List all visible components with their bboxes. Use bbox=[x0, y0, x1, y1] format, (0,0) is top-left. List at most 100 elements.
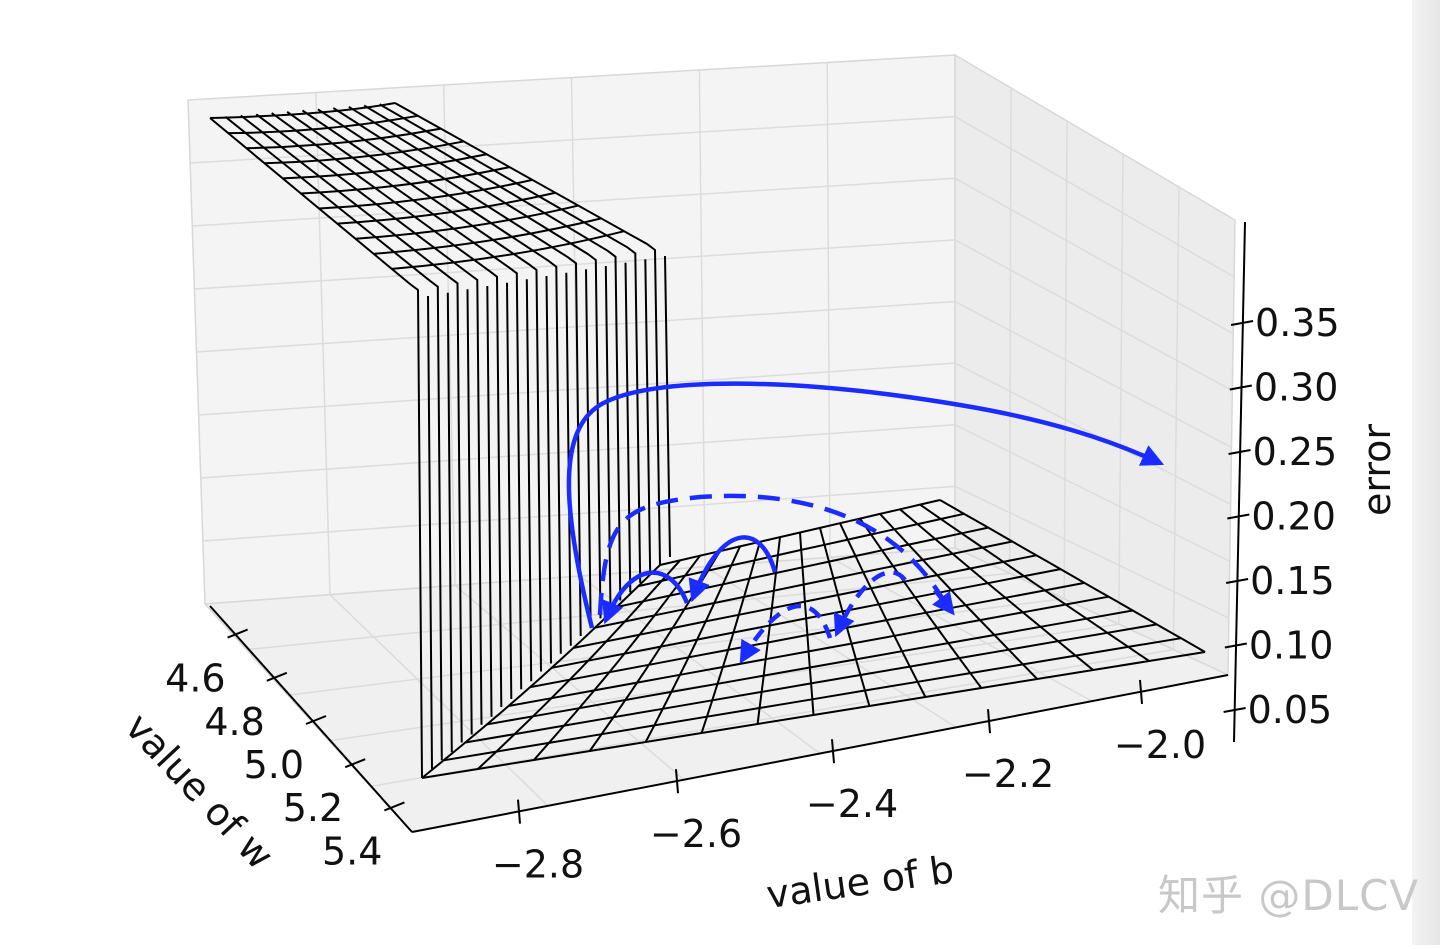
z-tick bbox=[1230, 320, 1254, 326]
x-tick bbox=[1139, 679, 1143, 705]
surface-grid-line bbox=[355, 204, 579, 240]
z-tick-label: 0.35 bbox=[1255, 301, 1340, 345]
surface-curtain bbox=[224, 116, 443, 761]
surface-grid-line bbox=[879, 513, 1038, 680]
grid-line bbox=[954, 177, 1234, 335]
x-tick-label: −2.2 bbox=[962, 752, 1054, 796]
grid-line bbox=[954, 485, 1230, 619]
z-tick-label: 0.30 bbox=[1254, 366, 1339, 410]
surface-curtain bbox=[240, 114, 463, 743]
x-tick bbox=[831, 739, 835, 764]
y-tick bbox=[384, 801, 405, 812]
surface-grid-line bbox=[616, 526, 989, 608]
y-tick bbox=[266, 671, 288, 682]
grid-line bbox=[194, 239, 956, 290]
dashed-trajectory-end bbox=[932, 588, 955, 616]
z-tick bbox=[1225, 578, 1249, 584]
x-tick-label: −2.0 bbox=[1114, 723, 1206, 767]
surface-curtain-inner bbox=[466, 289, 473, 735]
z-axis: 0.05 0.10 0.15 0.20 0.25 0.30 0.35 error bbox=[1223, 221, 1399, 743]
grid-line bbox=[954, 362, 1231, 506]
grid-line bbox=[329, 594, 549, 807]
grid-line bbox=[954, 300, 1232, 449]
y-tick-label: 5.0 bbox=[244, 743, 304, 787]
dashed-trajectory-large bbox=[597, 493, 952, 616]
surface-curtain bbox=[394, 102, 661, 566]
surface-grid-line bbox=[373, 217, 602, 255]
y-tick-label: 4.6 bbox=[165, 657, 225, 701]
z-tick-label: 0.25 bbox=[1253, 430, 1338, 474]
z-tick-label: 0.15 bbox=[1250, 559, 1335, 603]
surface-grid-line bbox=[264, 140, 464, 165]
z-tick-label: 0.10 bbox=[1249, 624, 1334, 668]
surface-curtain-inner bbox=[644, 259, 652, 575]
surface-grid-line bbox=[594, 540, 1013, 629]
surface-curtain bbox=[363, 104, 622, 601]
surface-grid-line bbox=[443, 637, 1182, 762]
surface-curtain-inner bbox=[486, 285, 493, 717]
surface-curtain bbox=[271, 112, 503, 708]
surface-grid-line bbox=[899, 508, 1094, 671]
y-tick-label: 4.8 bbox=[204, 700, 264, 744]
z-tick bbox=[1229, 384, 1252, 391]
surface-grid-line bbox=[839, 522, 927, 698]
surface-curtain bbox=[301, 109, 542, 672]
surface-curtain bbox=[348, 105, 602, 619]
watermark: 知乎 @DLCV bbox=[1158, 871, 1420, 920]
grid-line bbox=[454, 584, 685, 781]
surface-grid-line bbox=[530, 581, 1085, 689]
y-tick bbox=[344, 758, 366, 769]
x-tick-label: −2.8 bbox=[492, 843, 584, 887]
surface-grid-line bbox=[421, 651, 1206, 779]
hop-2 bbox=[688, 535, 778, 603]
surface-curtain-inner bbox=[664, 255, 671, 558]
surface-curtain-inner bbox=[427, 295, 433, 771]
grid-line bbox=[370, 648, 1174, 788]
z-axis-title: error bbox=[1355, 424, 1399, 516]
surface-grid-line bbox=[939, 499, 1206, 653]
surface-grid-line bbox=[300, 166, 510, 195]
surface-grid-line bbox=[659, 499, 941, 566]
surface-grid-line bbox=[319, 178, 533, 210]
y-tick bbox=[305, 715, 327, 725]
trajectories bbox=[566, 381, 1165, 664]
x-tick-label: −2.4 bbox=[806, 782, 898, 826]
surface-curtain-inner bbox=[525, 279, 533, 682]
surface-grid-line bbox=[551, 568, 1061, 669]
grid-line bbox=[954, 424, 1231, 562]
surface-grid-line bbox=[573, 554, 1037, 649]
surface-curtain-inner bbox=[545, 275, 552, 664]
hop-3 bbox=[739, 603, 833, 664]
surface-curtain bbox=[317, 108, 562, 654]
z-tick-label: 0.20 bbox=[1251, 495, 1336, 539]
hop-4 bbox=[833, 570, 907, 638]
y-tick bbox=[227, 628, 248, 639]
surface-grid-line bbox=[486, 609, 1133, 726]
surface-curtain bbox=[332, 107, 582, 637]
x-tick bbox=[517, 799, 521, 824]
z-tick bbox=[1223, 707, 1246, 713]
x-tick-label: −2.6 bbox=[650, 812, 742, 856]
z-tick bbox=[1227, 513, 1250, 520]
surface-curtain-inner bbox=[624, 262, 632, 593]
surface-curtain bbox=[379, 103, 642, 583]
x-tick bbox=[675, 769, 679, 794]
surface-curtain bbox=[209, 117, 423, 779]
x-tick bbox=[987, 709, 991, 734]
solid-trajectory bbox=[566, 381, 1165, 629]
surface-grid-line bbox=[799, 532, 815, 716]
surface-grid-line bbox=[533, 555, 701, 761]
surface-curtain-inner bbox=[506, 282, 513, 700]
hop-1 bbox=[602, 570, 690, 625]
x-axis-title: value of b bbox=[764, 847, 957, 917]
grid-line bbox=[190, 115, 956, 164]
surface-grid-line bbox=[391, 230, 625, 270]
y-tick-label: 5.4 bbox=[322, 829, 382, 873]
window-edge bbox=[1412, 0, 1440, 945]
z-tick bbox=[1228, 449, 1251, 455]
surface-curtain bbox=[255, 113, 483, 725]
surface-grid-line bbox=[638, 512, 965, 588]
surface-grid-line bbox=[508, 595, 1109, 707]
surface-edge bbox=[209, 102, 396, 119]
